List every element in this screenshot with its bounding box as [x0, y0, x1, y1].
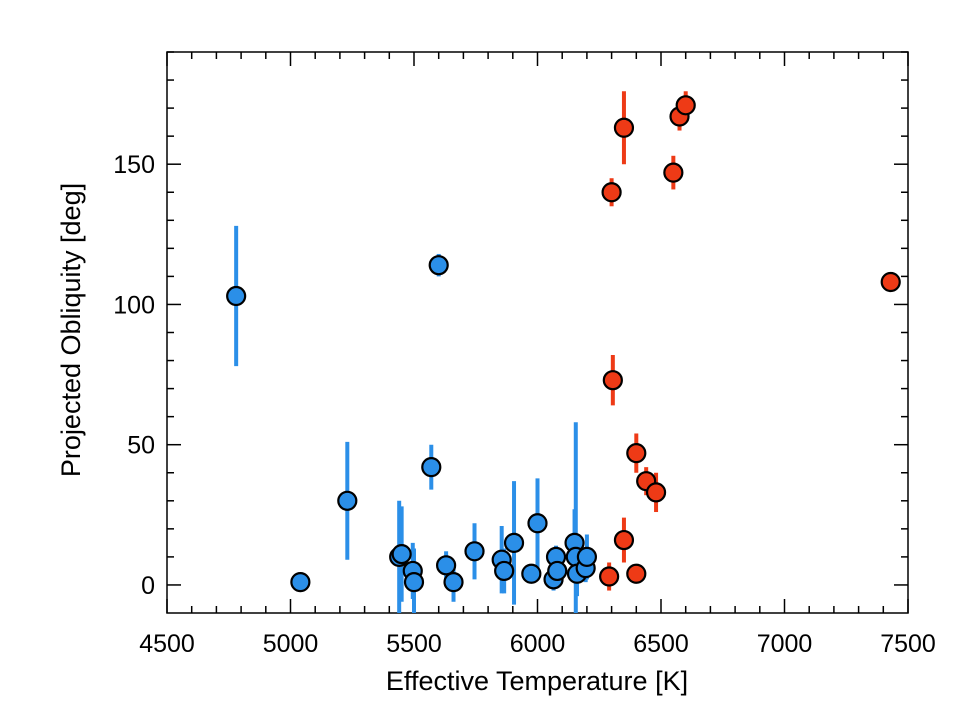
data-point [403, 572, 425, 593]
data-point [626, 563, 647, 584]
data-point [290, 572, 311, 593]
data-point [613, 529, 635, 551]
data-point [645, 482, 667, 503]
data-points [226, 95, 901, 593]
data-point [226, 285, 247, 307]
y-tick-label: 100 [113, 291, 155, 319]
x-tick-label: 7500 [880, 630, 936, 658]
data-point [521, 563, 542, 584]
data-point [527, 513, 548, 534]
data-point [613, 117, 635, 138]
data-point [428, 255, 449, 276]
data-point [880, 271, 901, 293]
data-point [626, 443, 647, 464]
data-point [601, 182, 622, 203]
data-point [675, 95, 696, 116]
data-point [443, 572, 464, 593]
data-point [464, 541, 485, 562]
data-point [576, 546, 598, 568]
y-tick-label: 50 [127, 432, 155, 460]
x-tick-label: 6500 [633, 630, 689, 658]
data-point [599, 566, 620, 587]
x-axis: 4500 5000 5500 6000 6500 7000 7500 [139, 52, 936, 658]
data-point [391, 543, 412, 565]
data-point [421, 457, 442, 478]
y-tick-label: 150 [113, 151, 155, 179]
x-tick-label: 6000 [510, 630, 566, 658]
data-point [503, 532, 525, 553]
x-axis-label: Effective Temperature [K] [386, 666, 688, 696]
y-axis-label: Projected Obliquity [deg] [56, 183, 86, 477]
data-point [602, 370, 623, 391]
x-tick-label: 5000 [263, 630, 319, 658]
data-point [663, 162, 684, 183]
x-tick-label: 5500 [386, 630, 442, 658]
y-tick-label: 0 [141, 572, 155, 600]
x-tick-label: 4500 [139, 630, 195, 658]
data-point [337, 490, 358, 511]
y-axis: 0 50 100 150 [113, 51, 908, 600]
data-point [547, 560, 568, 582]
data-point [494, 560, 515, 582]
x-tick-label: 7000 [757, 630, 813, 658]
data-point [436, 555, 457, 576]
